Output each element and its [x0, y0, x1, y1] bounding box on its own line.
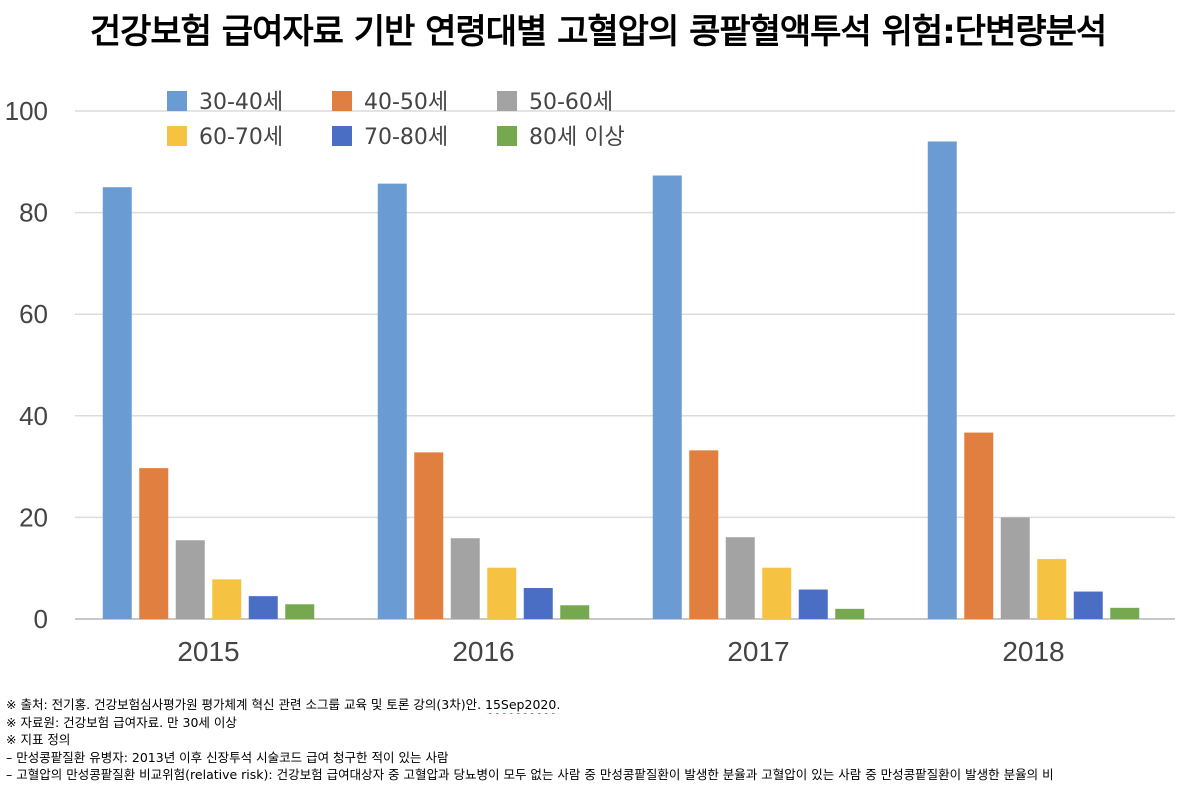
legend-swatch [332, 91, 352, 111]
legend-swatch [332, 126, 352, 146]
bar [377, 183, 407, 620]
definition-header: ※ 지표 정의 [6, 732, 71, 747]
bar [1000, 517, 1030, 619]
definition-2: – 고혈압의 만성콩팥질환 비교위험(relative risk): 건강보험 … [6, 767, 1054, 782]
bar [1037, 559, 1067, 619]
x-category-label: 2018 [1002, 636, 1064, 667]
legend-label: 70-80세 [364, 125, 448, 150]
legend-label: 50-60세 [529, 90, 613, 115]
bar [725, 537, 755, 619]
bar [450, 538, 480, 619]
bar [139, 468, 169, 619]
x-category-label: 2016 [452, 636, 514, 667]
legend-label: 40-50세 [364, 90, 448, 115]
x-category-label: 2015 [177, 636, 239, 667]
bar [523, 588, 553, 619]
legend: 30-40세 40-50세 50-60세 60-70세 70-80세 80세 이상 [167, 90, 625, 150]
bar [1073, 591, 1103, 619]
bar [964, 432, 994, 619]
bar [102, 187, 132, 619]
y-tick-label: 0 [34, 604, 48, 634]
bar [175, 540, 205, 619]
source-prefix: ※ 출처: 전기홍. 건강보험심사평가원 평가체계 혁신 관련 소그룹 교육 및… [6, 697, 486, 712]
source-date: 15Sep2020 [485, 697, 557, 712]
legend-swatch [167, 91, 187, 111]
bar [835, 608, 865, 619]
bar [652, 175, 682, 620]
y-axis-ticks: 0 20 40 60 80 100 [5, 96, 48, 634]
y-tick-label: 100 [5, 96, 48, 126]
legend-swatch [497, 126, 517, 146]
bar [487, 567, 517, 619]
bar-chart: 0 20 40 60 80 100 2015 2016 2017 2018 30-40세 40-5… [5, 90, 1175, 667]
y-tick-label: 20 [19, 502, 48, 532]
bar [1110, 607, 1140, 619]
source-suffix: . [556, 697, 561, 712]
legend-label: 80세 이상 [529, 125, 625, 150]
legend-swatch [497, 91, 517, 111]
source-note: ※ 출처: 전기홍. 건강보험심사평가원 평가체계 혁신 관련 소그룹 교육 및… [6, 696, 1192, 714]
bar [762, 567, 792, 619]
definition-1: – 만성콩팥질환 유병자: 2013년 이후 신장투석 시술코드 급여 청구한 … [6, 749, 449, 765]
data-source-note: ※ 자료원: 건강보험 급여자료. 만 30세 이상 [6, 714, 237, 730]
chart-title: 건강보험 급여자료 기반 연령대별 고혈압의 콩팥혈액투석 위험:단변량분석 [89, 12, 1107, 52]
footnotes: ※ 출처: 전기홍. 건강보험심사평가원 평가체계 혁신 관련 소그룹 교육 및… [6, 696, 1192, 784]
bar [212, 579, 242, 619]
y-tick-label: 80 [19, 198, 48, 228]
legend-label: 30-40세 [199, 90, 283, 115]
bar [689, 450, 719, 619]
y-tick-label: 60 [19, 299, 48, 329]
bar [414, 452, 444, 619]
x-category-label: 2017 [727, 636, 789, 667]
bar [248, 596, 278, 619]
bar [285, 604, 315, 619]
legend-label: 60-70세 [199, 125, 283, 150]
bar [560, 605, 590, 619]
bar [927, 141, 957, 620]
bar [798, 589, 828, 619]
legend-swatch [167, 126, 187, 146]
x-axis-categories: 2015 2016 2017 2018 [177, 636, 1064, 667]
bars [102, 141, 1140, 620]
y-tick-label: 40 [19, 401, 48, 431]
